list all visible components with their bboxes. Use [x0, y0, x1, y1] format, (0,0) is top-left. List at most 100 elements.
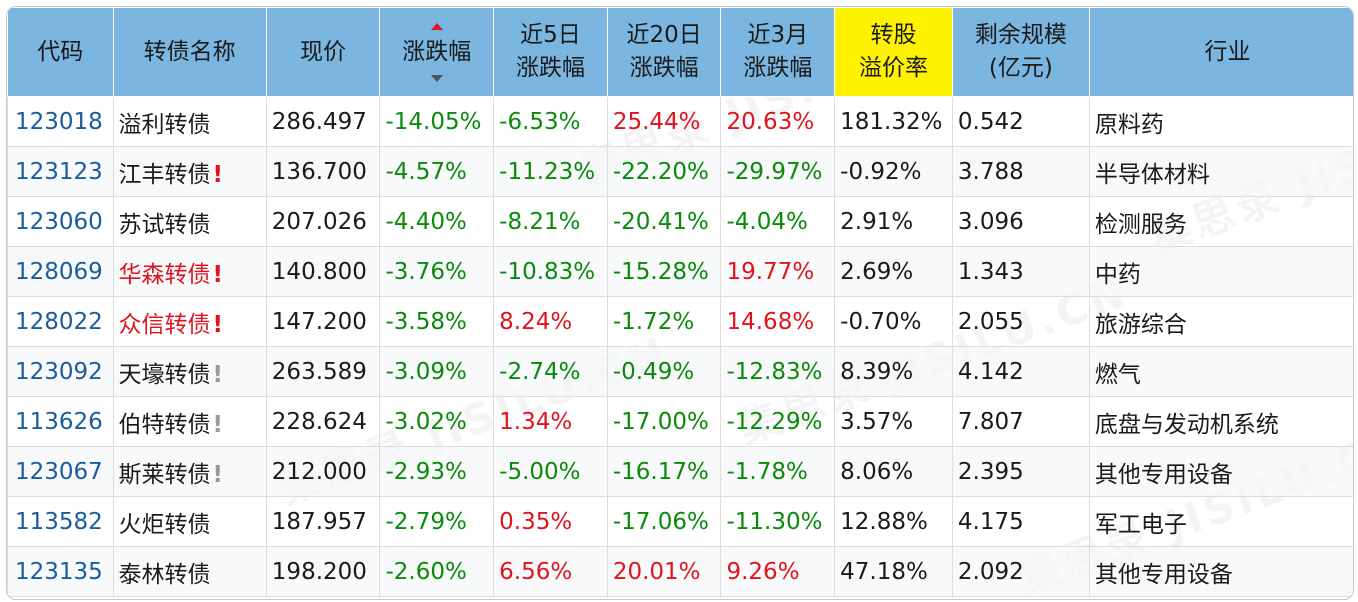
warning-icon[interactable]: !	[212, 361, 224, 388]
bond-code-link[interactable]: 128069	[7, 246, 114, 297]
convertible-bond-table: 代码 转债名称 现价 涨跌幅 近5日 涨跌幅 近20日 涨跌幅 近3月 涨跌幅 转股溢…	[7, 7, 1353, 597]
header-20d-change[interactable]: 近20日 涨跌幅	[606, 7, 722, 97]
change-20d-cell: 25.44%	[606, 96, 722, 147]
premium-cell: 47.18%	[834, 546, 953, 597]
bond-name-text: 溢利转债	[118, 111, 211, 138]
header-price[interactable]: 现价	[265, 7, 381, 97]
bond-name-link[interactable]: 华森转债!	[112, 246, 267, 297]
table-row[interactable]: 113582 火炬转债 187.957 -2.79% 0.35% -17.06% -11.3…	[7, 496, 1353, 547]
industry-cell: 其他专用设备	[1088, 546, 1353, 597]
change-3m-cell: 19.77%	[720, 246, 836, 297]
bond-name-link[interactable]: 溢利转债	[112, 96, 267, 147]
change-cell: -2.79%	[379, 496, 495, 547]
bond-code-link[interactable]: 123018	[7, 96, 114, 147]
premium-cell: 8.39%	[834, 346, 953, 397]
header-change[interactable]: 涨跌幅	[379, 7, 495, 97]
warning-icon[interactable]: !	[212, 461, 224, 488]
bond-name-link[interactable]: 天壕转债!	[112, 346, 267, 397]
bond-name-link[interactable]: 江丰转债!	[112, 146, 267, 197]
warning-icon[interactable]: !	[212, 161, 224, 188]
industry-cell: 底盘与发动机系统	[1088, 396, 1353, 447]
change-20d-cell: -17.06%	[606, 496, 722, 547]
change-5d-cell: 8.24%	[493, 296, 608, 347]
sort-desc-icon[interactable]	[430, 74, 443, 82]
bond-code-link[interactable]: 128022	[7, 296, 114, 347]
change-3m-cell: 9.26%	[720, 546, 836, 597]
header-remaining-size[interactable]: 剩余规模 (亿元)	[951, 7, 1090, 97]
bond-name-text: 苏试转债	[118, 211, 211, 238]
change-5d-cell: -6.53%	[493, 96, 608, 147]
table-row[interactable]: 123067 斯莱转债! 212.000 -2.93% -5.00% -16.17% -1.…	[7, 446, 1353, 497]
industry-cell: 军工电子	[1088, 496, 1353, 547]
bond-code-link[interactable]: 123060	[7, 196, 114, 247]
premium-cell: 3.57%	[834, 396, 953, 447]
bond-name-text: 华森转债	[118, 261, 211, 288]
remaining-size-cell: 4.142	[951, 346, 1090, 397]
sort-asc-icon[interactable]	[430, 22, 443, 30]
warning-icon[interactable]: !	[212, 311, 224, 338]
price-cell: 286.497	[265, 96, 381, 147]
header-code[interactable]: 代码	[7, 7, 114, 97]
header-industry[interactable]: 行业	[1088, 7, 1353, 97]
bond-code-link[interactable]: 113626	[7, 396, 114, 447]
table-row[interactable]: 123060 苏试转债 207.026 -4.40% -8.21% -20.41% -4.0…	[7, 196, 1353, 247]
header-3m-change[interactable]: 近3月 涨跌幅	[720, 7, 836, 97]
bond-name-text: 江丰转债	[118, 161, 211, 188]
table-row[interactable]: 113626 伯特转债! 228.624 -3.02% 1.34% -17.00% -12.…	[7, 396, 1353, 447]
bond-name-link[interactable]: 苏试转债	[112, 196, 267, 247]
table-row[interactable]: 123135 泰林转债 198.200 -2.60% 6.56% 20.01% 9.26% 4…	[7, 546, 1353, 597]
bond-code-link[interactable]: 123067	[7, 446, 114, 497]
header-name[interactable]: 转债名称	[112, 7, 267, 97]
change-20d-cell: -22.20%	[606, 146, 722, 197]
industry-cell: 旅游综合	[1088, 296, 1353, 347]
change-cell: -3.76%	[379, 246, 495, 297]
change-cell: -14.05%	[379, 96, 495, 147]
table-row[interactable]: 123092 天壕转债! 263.589 -3.09% -2.74% -0.49% -12.…	[7, 346, 1353, 397]
change-20d-cell: 20.01%	[606, 546, 722, 597]
warning-icon[interactable]: !	[212, 411, 224, 438]
sort-control[interactable]: 涨跌幅	[402, 22, 471, 82]
price-cell: 228.624	[265, 396, 381, 447]
table-row[interactable]: 128022 众信转债! 147.200 -3.58% 8.24% -1.72% 14.68…	[7, 296, 1353, 347]
bond-code-link[interactable]: 123123	[7, 146, 114, 197]
change-5d-cell: 6.56%	[493, 546, 608, 597]
industry-cell: 燃气	[1088, 346, 1353, 397]
remaining-size-cell: 1.343	[951, 246, 1090, 297]
change-20d-cell: -0.49%	[606, 346, 722, 397]
change-cell: -3.02%	[379, 396, 495, 447]
bond-name-text: 众信转债	[118, 311, 211, 338]
change-3m-cell: -11.30%	[720, 496, 836, 547]
warning-icon[interactable]: !	[212, 261, 224, 288]
industry-cell: 中药	[1088, 246, 1353, 297]
change-5d-cell: 1.34%	[493, 396, 608, 447]
header-5d-change[interactable]: 近5日 涨跌幅	[493, 7, 608, 97]
remaining-size-cell: 7.807	[951, 396, 1090, 447]
bond-name-link[interactable]: 伯特转债!	[112, 396, 267, 447]
change-cell: -4.40%	[379, 196, 495, 247]
premium-cell: -0.92%	[834, 146, 953, 197]
bond-name-link[interactable]: 斯莱转债!	[112, 446, 267, 497]
bond-code-link[interactable]: 123135	[7, 546, 114, 597]
bond-code-link[interactable]: 113582	[7, 496, 114, 547]
industry-cell: 其他专用设备	[1088, 446, 1353, 497]
change-5d-cell: -11.23%	[493, 146, 608, 197]
price-cell: 187.957	[265, 496, 381, 547]
table-row[interactable]: 123123 江丰转债! 136.700 -4.57% -11.23% -22.20% -2…	[7, 146, 1353, 197]
change-3m-cell: 20.63%	[720, 96, 836, 147]
bond-name-text: 火炬转债	[118, 511, 211, 538]
table-row[interactable]: 123018 溢利转债 286.497 -14.05% -6.53% 25.44% 20.6…	[7, 96, 1353, 147]
change-cell: -2.60%	[379, 546, 495, 597]
bond-name-link[interactable]: 泰林转债	[112, 546, 267, 597]
change-20d-cell: -20.41%	[606, 196, 722, 247]
bond-code-link[interactable]: 123092	[7, 346, 114, 397]
price-cell: 147.200	[265, 296, 381, 347]
premium-cell: -0.70%	[834, 296, 953, 347]
bond-name-link[interactable]: 众信转债!	[112, 296, 267, 347]
premium-cell: 2.69%	[834, 246, 953, 297]
table-row[interactable]: 128069 华森转债! 140.800 -3.76% -10.83% -15.28% 19…	[7, 246, 1353, 297]
change-5d-cell: 0.35%	[493, 496, 608, 547]
change-5d-cell: -8.21%	[493, 196, 608, 247]
bond-name-link[interactable]: 火炬转债	[112, 496, 267, 547]
header-conversion-premium[interactable]: 转股 溢价率	[834, 7, 953, 97]
change-3m-cell: -1.78%	[720, 446, 836, 497]
